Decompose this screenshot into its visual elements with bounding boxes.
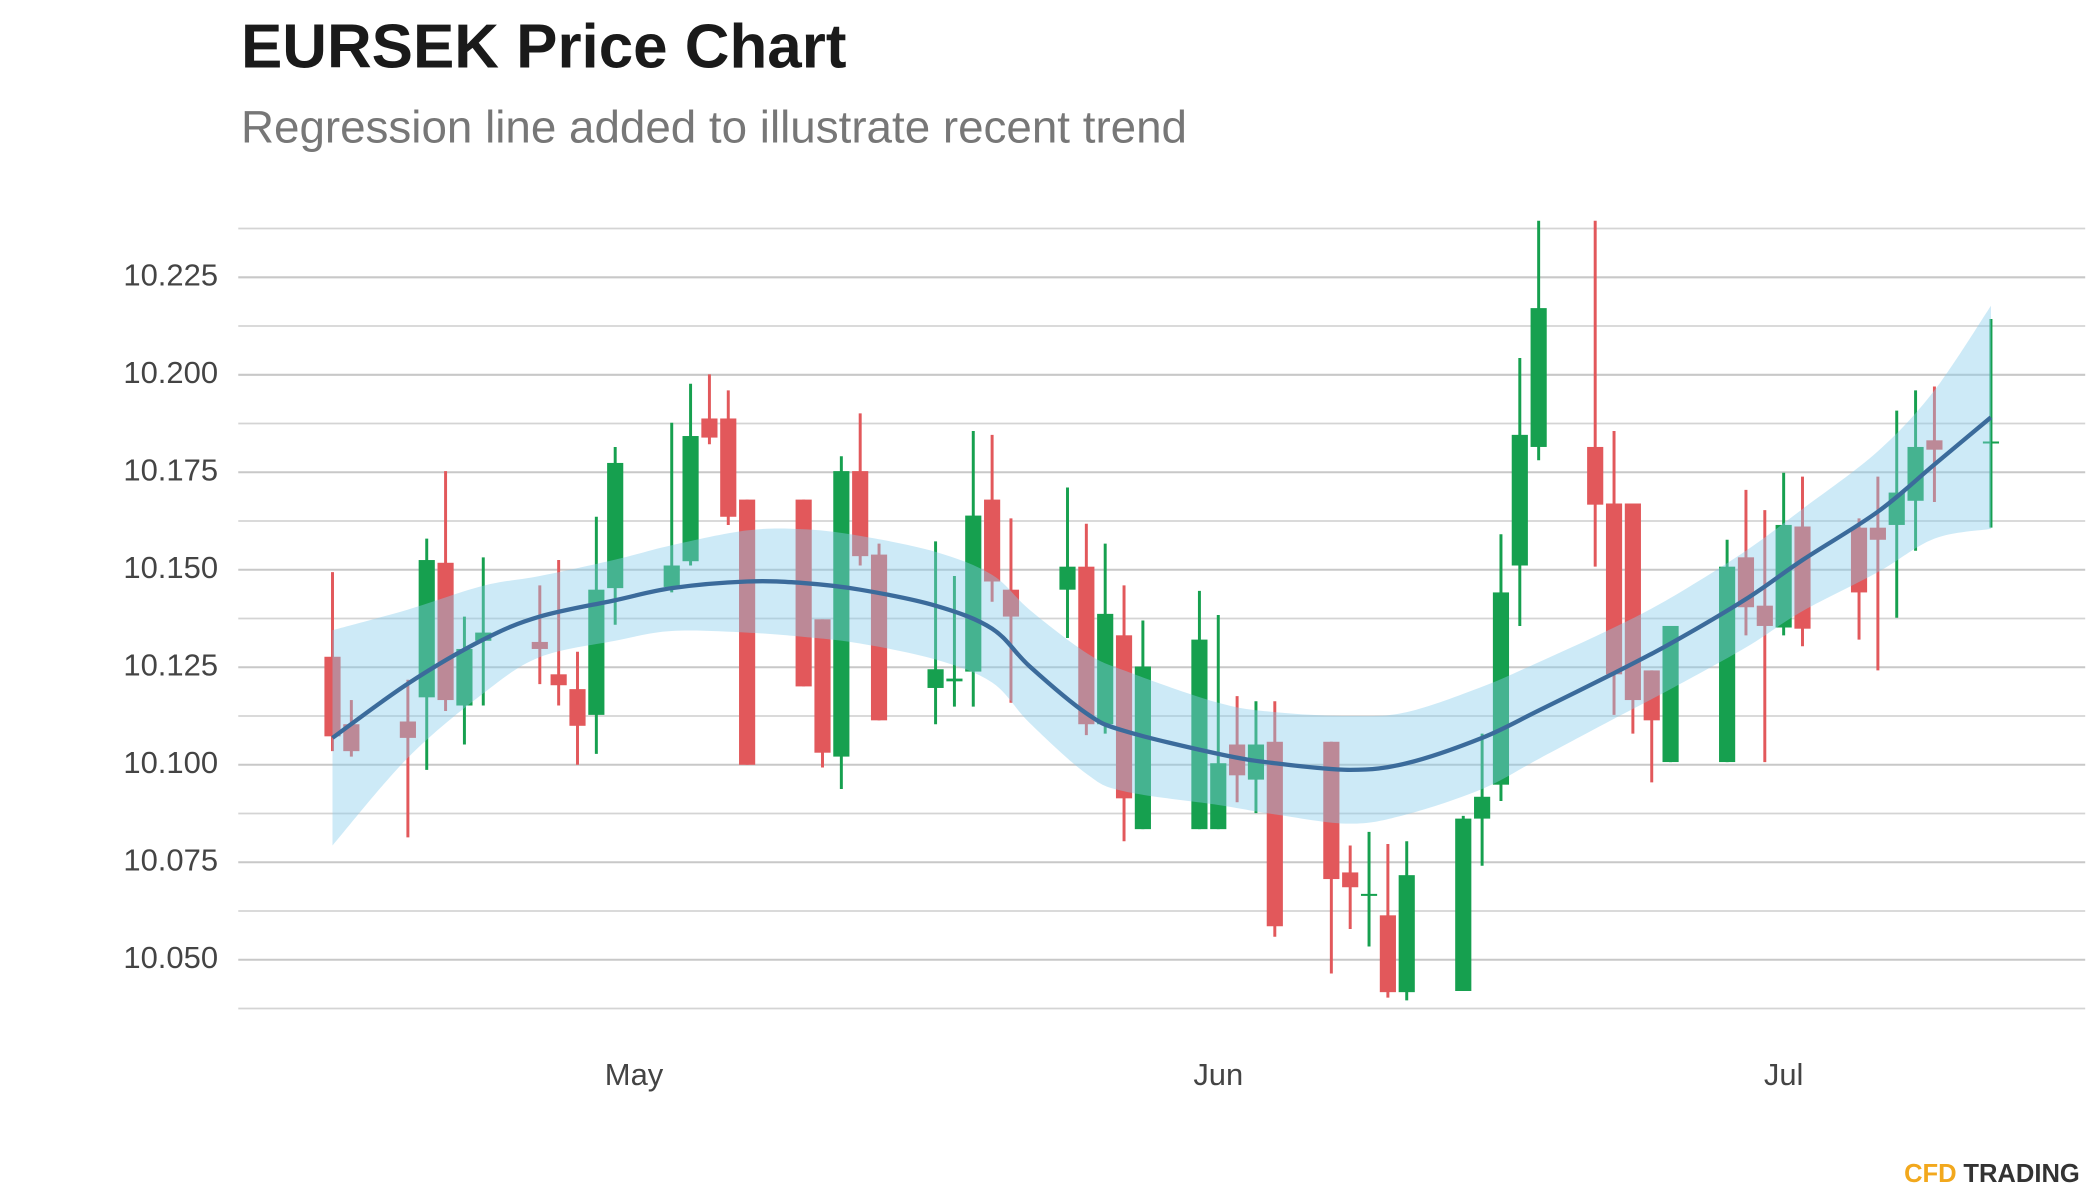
- candle-body: [399, 721, 416, 738]
- x-tick-label: Jun: [1193, 1057, 1243, 1092]
- candle-body: [1982, 441, 2000, 444]
- logo: CFD TRADING: [1904, 1160, 2080, 1188]
- candle-body: [1587, 446, 1604, 505]
- candle-body: [1643, 670, 1660, 721]
- y-tick-label: 10.200: [123, 355, 218, 390]
- candle-body: [324, 656, 341, 737]
- candle-body: [1511, 434, 1528, 566]
- y-tick-label: 10.125: [123, 647, 218, 682]
- candle-body: [1078, 566, 1095, 725]
- y-tick-label: 10.225: [123, 257, 218, 292]
- x-tick-label: Jul: [1764, 1057, 1804, 1092]
- candle-body: [1850, 527, 1868, 593]
- candle-body: [946, 678, 963, 682]
- candle-body: [1342, 872, 1359, 888]
- logo-part: TRADING: [1963, 1160, 2079, 1188]
- candle-body: [1492, 592, 1510, 785]
- candle-body: [1059, 566, 1076, 590]
- y-tick-label: 10.100: [123, 745, 218, 780]
- candle-body: [1926, 440, 1943, 450]
- candle-body: [1605, 503, 1623, 675]
- candle-body: [1002, 589, 1020, 617]
- candle-body: [833, 471, 850, 757]
- candle-body: [927, 669, 944, 688]
- y-tick-label: 10.075: [123, 842, 218, 877]
- candle-body: [1323, 741, 1340, 880]
- logo-part: CFD: [1904, 1160, 1957, 1188]
- candle-body: [1756, 605, 1773, 626]
- candle-body: [965, 515, 982, 672]
- candle-body: [569, 689, 586, 726]
- candle-body: [1115, 635, 1133, 799]
- candle-body: [852, 471, 869, 557]
- candle-body: [720, 418, 737, 517]
- y-tick-label: 10.150: [123, 550, 218, 585]
- chart-subtitle: Regression line added to illustrate rece…: [241, 102, 1187, 153]
- candle-body: [418, 560, 435, 698]
- candle-body: [1360, 893, 1378, 896]
- candle-body: [870, 554, 888, 721]
- candle-body: [550, 674, 567, 686]
- candle-body: [1775, 524, 1792, 628]
- candle-body: [1869, 527, 1886, 540]
- chart-title: EURSEK Price Chart: [241, 13, 847, 82]
- candle-body: [588, 589, 605, 715]
- candle-body: [607, 462, 624, 589]
- candle-body: [1455, 818, 1472, 991]
- candle-body: [814, 619, 831, 753]
- candle-body: [1662, 625, 1679, 763]
- candle-body: [795, 499, 812, 687]
- candle-body: [1229, 744, 1246, 776]
- candle-body: [437, 562, 454, 701]
- regression-line: [331, 415, 1993, 773]
- x-tick-label: May: [605, 1057, 664, 1092]
- candle-body: [1530, 308, 1547, 447]
- candle-body: [1474, 796, 1491, 819]
- y-tick-label: 10.175: [123, 452, 218, 487]
- confidence-band: [332, 305, 1991, 846]
- candle-body: [1398, 875, 1415, 993]
- candle-body: [343, 724, 360, 752]
- y-tick-label: 10.050: [123, 940, 218, 975]
- candle-body: [1794, 526, 1811, 629]
- candle-body: [1907, 446, 1924, 501]
- candle-body: [663, 565, 680, 587]
- candle-body: [456, 648, 473, 706]
- candle-body: [1266, 741, 1283, 927]
- candle-body: [1134, 666, 1151, 830]
- candle-body: [1097, 613, 1114, 725]
- candle-body: [531, 641, 548, 649]
- candle-body: [701, 418, 718, 438]
- candle-body: [682, 436, 699, 562]
- candle-body: [1379, 915, 1396, 993]
- candle-body: [739, 499, 756, 765]
- candle-body: [984, 499, 1001, 582]
- candle-body: [1191, 639, 1208, 830]
- candle-body: [475, 632, 492, 641]
- candle-body: [1624, 503, 1641, 701]
- candle-body: [1210, 763, 1227, 830]
